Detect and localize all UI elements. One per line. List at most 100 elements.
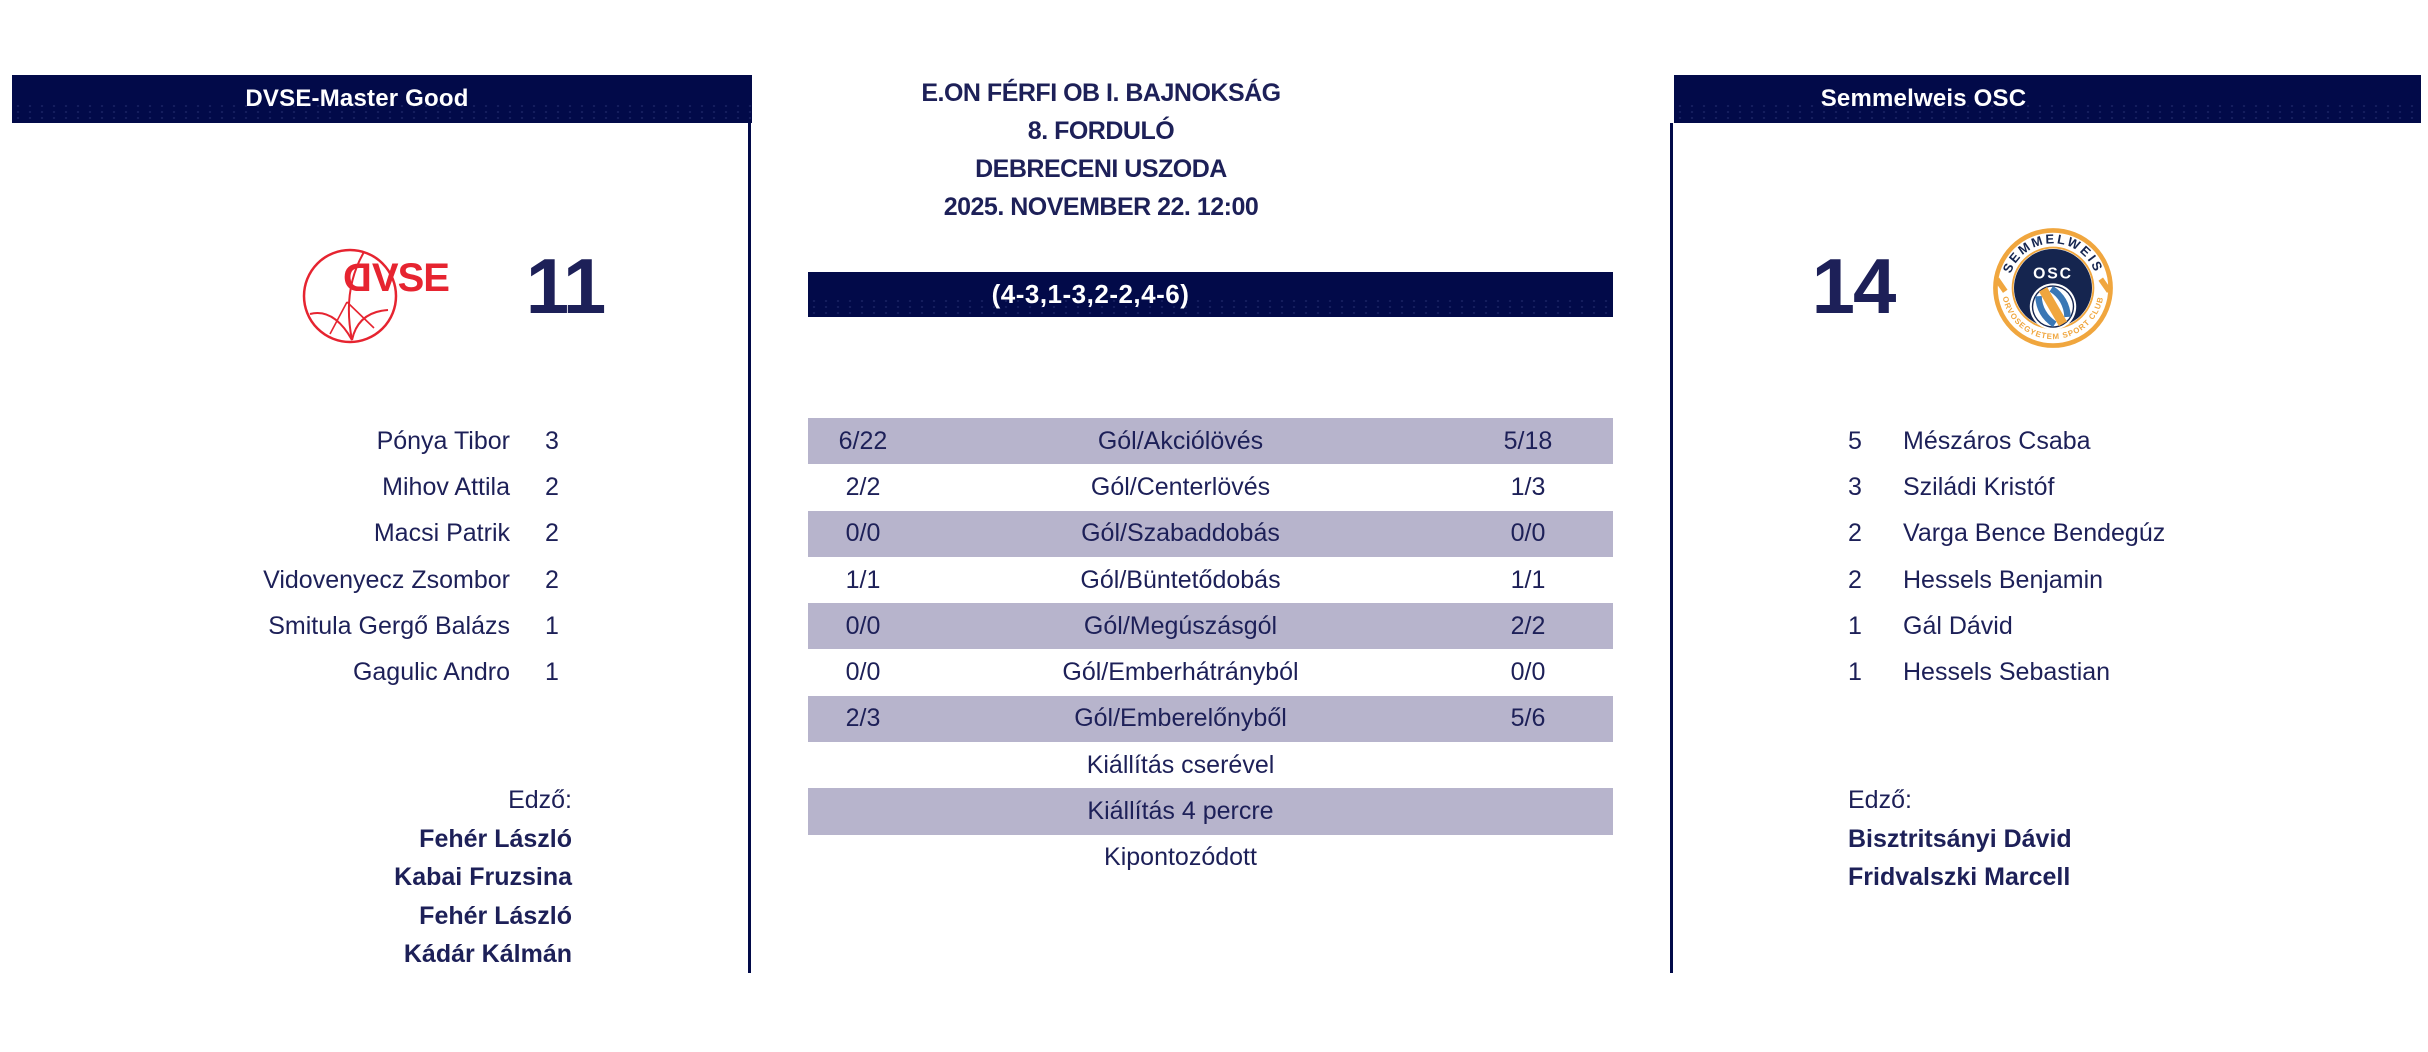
home-team-header: DVSE-Master Good — [12, 75, 752, 123]
home-team-name: DVSE-Master Good — [245, 85, 469, 112]
player-goals: 2 — [545, 565, 559, 594]
home-team-logo: DVSE — [300, 240, 460, 348]
stat-label: Gól/Megúszásgól — [1083, 611, 1278, 640]
match-header: E.ON FÉRFI OB I. BAJNOKSÁG 8. FORDULÓ DE… — [801, 74, 1401, 226]
stat-away-value: 0/0 — [1510, 519, 1546, 548]
player-name: Hessels Sebastian — [1903, 658, 2111, 687]
player-name: Pónya Tibor — [376, 426, 510, 455]
player-name: Gál Dávid — [1903, 611, 2013, 640]
left-divider-line — [748, 123, 751, 973]
player-goals: 5 — [1848, 426, 1862, 455]
away-player-row: 2 Varga Bence Bendegúz — [1848, 511, 2408, 557]
stat-away-value: 5/18 — [1503, 426, 1553, 455]
home-coach-label: Edző: — [508, 786, 572, 814]
player-name: Mihov Attila — [382, 472, 510, 501]
away-player-row: 5 Mészáros Csaba — [1848, 418, 2408, 464]
coach-name: Kádár Kálmán — [403, 940, 572, 968]
player-goals: 1 — [545, 611, 559, 640]
player-name: Sziládi Kristóf — [1903, 472, 2055, 501]
right-divider-line — [1670, 123, 1673, 973]
coach-name: Fehér László — [419, 824, 572, 853]
home-player-row: Gagulic Andro 1 — [12, 649, 572, 695]
away-coach-label: Edző: — [1848, 786, 1912, 814]
stat-home-value: 0/0 — [845, 519, 881, 548]
stat-away-value: 5/6 — [1510, 704, 1546, 733]
competition-title: E.ON FÉRFI OB I. BAJNOKSÁG — [921, 79, 1281, 107]
player-goals: 1 — [545, 658, 559, 687]
stat-label: Gól/Büntetődobás — [1080, 565, 1281, 594]
away-coach-names: Bisztritsányi Dávid Fridvalszki Marcell — [1848, 820, 2408, 897]
home-player-row: Mihov Attila 2 — [12, 464, 572, 510]
stat-away-value: 1/1 — [1510, 565, 1546, 594]
stat-row: 1/1 Gól/Büntetődobás 1/1 — [808, 557, 1613, 603]
venue-label: DEBRECENI USZODA — [975, 155, 1227, 183]
away-team-logo: SEMMELWEIS ORVOSEGYETEM SPORT CLUB OSC — [1988, 223, 2118, 353]
stat-home-value: 2/3 — [845, 704, 881, 733]
home-score: 11 — [525, 242, 606, 330]
home-coach-names: Fehér László Kabai Fruzsina Fehér László… — [12, 820, 572, 974]
away-coaches: Edző: Bisztritsányi Dávid Fridvalszki Ma… — [1848, 781, 2408, 897]
stat-home-value: 0/0 — [845, 658, 881, 687]
stat-label: Gól/Emberelőnyből — [1074, 704, 1287, 733]
stat-label: Kiállítás 4 percre — [1087, 797, 1274, 826]
stat-away-value: 1/3 — [1510, 472, 1546, 501]
stat-row: 6/22 Gól/Akciólövés 5/18 — [808, 418, 1613, 465]
coach-name: Bisztritsányi Dávid — [1848, 824, 2072, 853]
match-stats-table: 6/22 Gól/Akciólövés 5/18 2/2 Gól/Centerl… — [808, 418, 1613, 881]
away-player-row: 2 Hessels Benjamin — [1848, 557, 2408, 603]
player-goals: 2 — [545, 472, 559, 501]
player-goals: 1 — [1848, 658, 1862, 687]
stat-away-value: 0/0 — [1510, 658, 1546, 687]
away-player-row: 1 Gál Dávid — [1848, 603, 2408, 649]
water-polo-ball-icon — [302, 248, 398, 344]
osc-badge-icon: SEMMELWEIS ORVOSEGYETEM SPORT CLUB OSC — [1993, 228, 2113, 348]
player-name: Varga Bence Bendegúz — [1903, 519, 2166, 548]
stat-away-value: 2/2 — [1510, 611, 1546, 640]
home-logo-wordmark: DVSE — [344, 256, 450, 300]
away-team-name: Semmelweis OSC — [1820, 85, 2027, 112]
stat-row: 0/0 Gól/Emberhátrányból 0/0 — [808, 649, 1613, 695]
stat-label: Gól/Akciólövés — [1097, 426, 1264, 455]
stat-row: Kipontozódott — [808, 835, 1613, 881]
home-player-row: Vidovenyecz Zsombor 2 — [12, 557, 572, 603]
datetime-label: 2025. NOVEMBER 22. 12:00 — [943, 193, 1259, 221]
stat-label: Gól/Szabaddobás — [1081, 519, 1280, 548]
coach-name: Fridvalszki Marcell — [1848, 863, 2071, 891]
stat-label: Gól/Emberhátrányból — [1062, 658, 1299, 687]
away-player-row: 3 Sziládi Kristóf — [1848, 464, 2408, 510]
player-name: Gagulic Andro — [352, 658, 510, 687]
stat-row: Kiállítás cserével — [808, 742, 1613, 788]
away-score: 14 — [1811, 242, 1897, 330]
stat-label: Kiállítás cserével — [1086, 750, 1275, 779]
home-player-row: Macsi Patrik 2 — [12, 511, 572, 557]
player-goals: 3 — [545, 426, 559, 455]
stat-home-value: 2/2 — [845, 472, 881, 501]
away-players-list: 5 Mészáros Csaba 3 Sziládi Kristóf 2 Var… — [1848, 418, 2408, 696]
home-players-list: Pónya Tibor 3 Mihov Attila 2 Macsi Patri… — [12, 418, 572, 696]
player-name: Macsi Patrik — [373, 519, 510, 548]
round-label: 8. FORDULÓ — [1027, 117, 1175, 145]
player-goals: 2 — [545, 519, 559, 548]
stat-label: Kipontozódott — [1104, 843, 1257, 872]
stat-home-value: 0/0 — [845, 611, 881, 640]
player-goals: 2 — [1848, 565, 1862, 594]
stat-row: 0/0 Gól/Megúszásgól 2/2 — [808, 603, 1613, 650]
stat-row: Kiállítás 4 percre — [808, 788, 1613, 835]
stat-row: 0/0 Gól/Szabaddobás 0/0 — [808, 510, 1613, 557]
away-player-row: 1 Hessels Sebastian — [1848, 649, 2408, 695]
stat-row: 2/3 Gól/Emberelőnyből 5/6 — [808, 695, 1613, 743]
player-name: Mészáros Csaba — [1903, 426, 2091, 455]
player-goals: 2 — [1848, 519, 1862, 548]
player-name: Hessels Benjamin — [1903, 565, 2104, 594]
player-goals: 1 — [1848, 611, 1862, 640]
player-name: Smitula Gergő Balázs — [268, 611, 510, 640]
stat-home-value: 6/22 — [838, 426, 888, 455]
home-player-row: Smitula Gergő Balázs 1 — [12, 603, 572, 649]
coach-name: Fehér László — [419, 901, 572, 930]
osc-logo-center-text: OSC — [2033, 266, 2073, 283]
stat-row: 2/2 Gól/Centerlövés 1/3 — [808, 464, 1613, 510]
player-goals: 3 — [1848, 472, 1862, 501]
quarter-scores-bar: (4-3,1-3,2-2,4-6) — [808, 272, 1613, 317]
stat-home-value: 1/1 — [845, 565, 881, 594]
